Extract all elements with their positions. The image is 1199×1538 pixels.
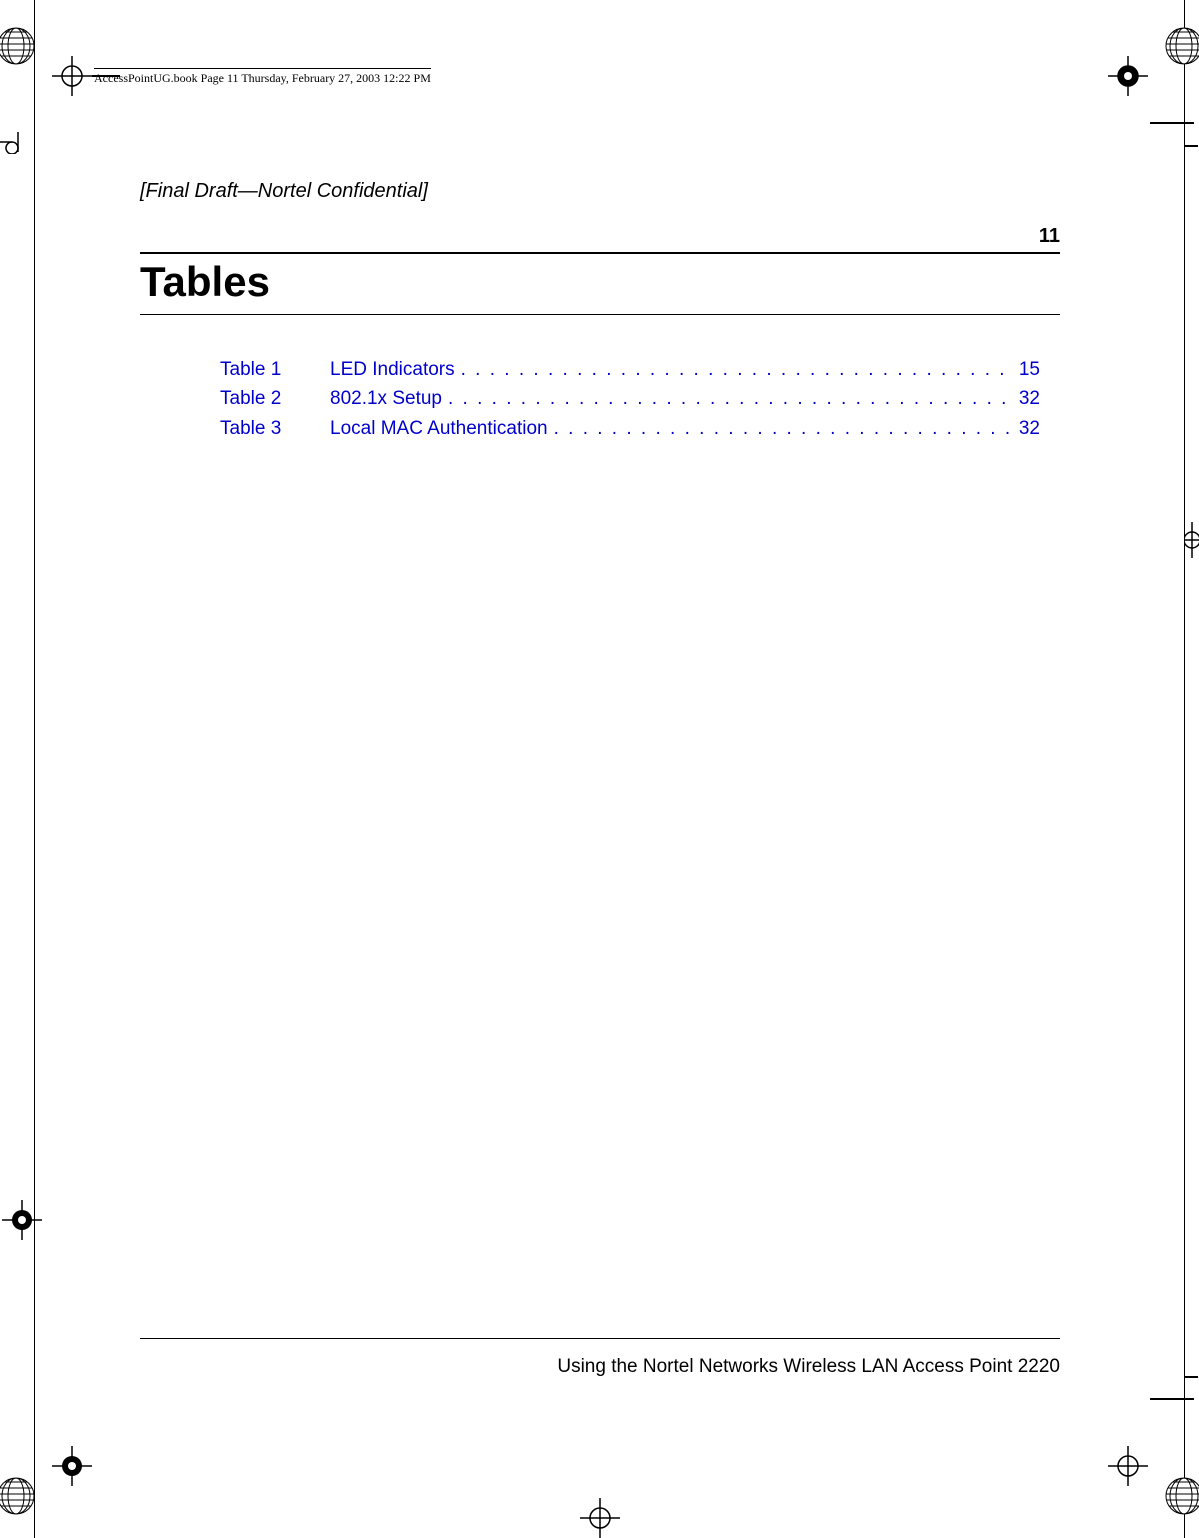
page-number: 11	[140, 225, 1060, 248]
reg-mark-bottom-left-globe	[0, 1474, 38, 1518]
toc-page: 32	[1015, 414, 1040, 443]
toc-title: 802.1x Setup	[330, 384, 448, 413]
toc-label: Table 1	[220, 355, 330, 384]
reg-tick-tr-2	[1184, 145, 1198, 147]
tables-toc: Table 1 LED Indicators . . . . . . . . .…	[220, 355, 1040, 443]
toc-label: Table 2	[220, 384, 330, 413]
toc-leader: . . . . . . . . . . . . . . . . . . . . …	[461, 355, 1015, 384]
toc-row[interactable]: Table 1 LED Indicators . . . . . . . . .…	[220, 355, 1040, 384]
reg-tick-tr-1	[1150, 122, 1194, 124]
toc-page: 15	[1015, 355, 1040, 384]
trim-line-right	[1184, 0, 1185, 1538]
toc-row[interactable]: Table 2 802.1x Setup . . . . . . . . . .…	[220, 384, 1040, 413]
reg-tick-br-1	[1150, 1398, 1194, 1400]
confidential-notice: [Final Draft—Nortel Confidential]	[140, 180, 1060, 203]
reg-mark-bottom-left-target	[52, 1446, 92, 1486]
toc-leader: . . . . . . . . . . . . . . . . . . . . …	[554, 414, 1015, 443]
reg-mark-top-left-target	[52, 56, 92, 96]
footer-rule	[140, 1338, 1060, 1339]
running-header: AccessPointUG.book Page 11 Thursday, Feb…	[94, 68, 431, 86]
toc-title: LED Indicators	[330, 355, 461, 384]
reg-mark-left-hook	[0, 130, 24, 154]
reg-mark-left-lower	[2, 1200, 42, 1240]
toc-title: Local MAC Authentication	[330, 414, 554, 443]
toc-label: Table 3	[220, 414, 330, 443]
trim-line-left	[34, 0, 35, 1538]
rule-above-title	[140, 252, 1060, 254]
footer-text: Using the Nortel Networks Wireless LAN A…	[140, 1356, 1060, 1378]
toc-leader: . . . . . . . . . . . . . . . . . . . . …	[448, 384, 1015, 413]
running-header-text: AccessPointUG.book Page 11 Thursday, Feb…	[94, 68, 431, 86]
chapter-title: Tables	[140, 258, 1060, 306]
reg-mark-bottom-right-target	[1108, 1446, 1148, 1486]
reg-tick-br-2	[1184, 1376, 1198, 1378]
reg-mark-top-right-target	[1108, 56, 1148, 96]
reg-mark-bottom-right-globe	[1162, 1474, 1199, 1518]
reg-mark-top-left-globe	[0, 24, 38, 68]
toc-page: 32	[1015, 384, 1040, 413]
reg-mark-bottom-center	[580, 1498, 620, 1538]
reg-mark-right-mid	[1184, 520, 1199, 560]
toc-row[interactable]: Table 3 Local MAC Authentication . . . .…	[220, 414, 1040, 443]
reg-mark-top-right-globe	[1162, 24, 1199, 68]
rule-below-title	[140, 314, 1060, 315]
page-body: [Final Draft—Nortel Confidential] 11 Tab…	[140, 180, 1060, 443]
